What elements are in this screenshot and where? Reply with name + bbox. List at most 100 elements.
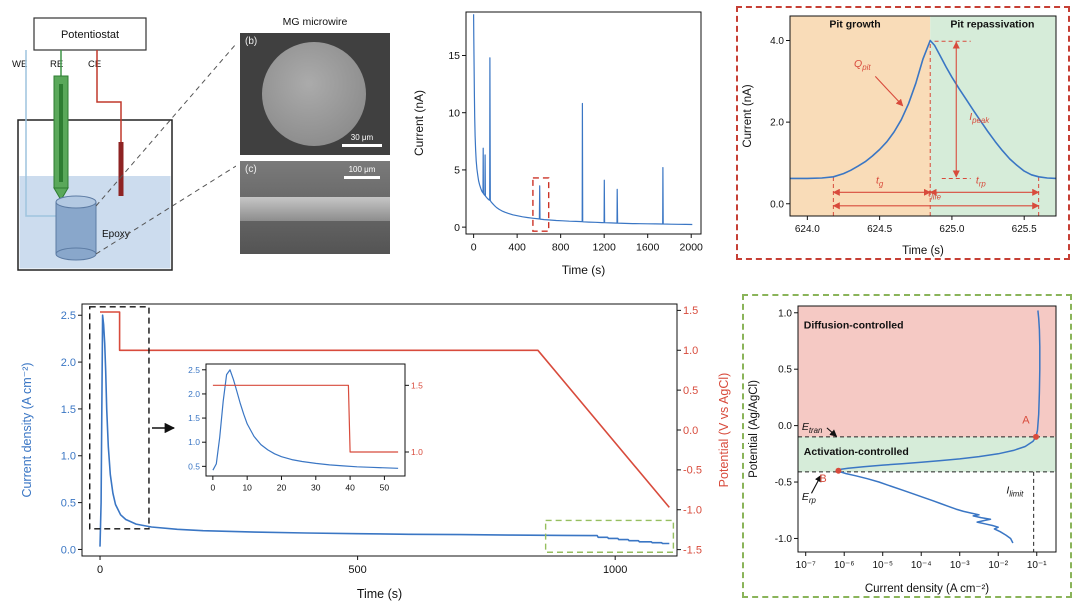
region-label-pit-growth: Pit growth [829,18,880,30]
svg-text:1600: 1600 [636,242,660,254]
repassivation-zoom-box [544,519,675,553]
pit-event-highlight-box [532,177,550,232]
svg-text:0.0: 0.0 [683,425,698,437]
panel-sem-images: MG microwire (b) 30 μm (c) 100 μm [240,16,390,256]
annotation-t-g: tg [876,174,884,188]
scale-bar-100um-label: 100 μm [348,165,376,174]
dual_axis-y-axis-label: Current density (A cm⁻²) [20,362,34,497]
annotation-e-tran: Etran [802,421,823,435]
region-pit-repassivation [930,16,1056,216]
svg-text:15: 15 [448,50,460,62]
svg-text:40: 40 [345,483,355,493]
annotation-q-pit: Qpit [854,58,871,72]
scale-bar-100um: 100 μm [344,165,380,179]
pit_zoom-plot-border [789,15,1057,217]
svg-text:10: 10 [242,483,252,493]
panel-pit-transient-zoom: 624.0 624.5 625.0 625.5 0.0 2.0 4.0 Time (s) Cur… [736,6,1070,260]
svg-text:5: 5 [454,165,460,177]
pit_zoom-x-axis-label: Time (s) [902,245,944,257]
svg-text:625.5: 625.5 [1012,224,1037,235]
polarization-x-ticks: 10⁻⁷ 10⁻⁶ 10⁻⁵ 10⁻⁴ 10⁻³ 10⁻² 10⁻¹ [796,552,1047,571]
ce-label: CE [88,59,101,70]
point-label-a: A [1022,414,1030,426]
sem-label-b: (b) [245,36,258,47]
svg-text:2.5: 2.5 [61,310,76,322]
ce-wire [96,50,122,144]
svg-text:1200: 1200 [592,242,616,254]
scale-bar-30um-label: 30 μm [350,133,374,143]
svg-text:-1.0: -1.0 [775,534,793,545]
panel-potentiostatic-dual-axis: 0 500 1000 0.0 0.5 1.0 1.5 2.0 2.5 -1.5 -1.0 -0.5 0.… [18,292,733,604]
svg-text:0.5: 0.5 [61,497,76,509]
polarization-y-axis-label: Potential (Ag/AgCl) [748,380,760,478]
annotation-t-rp: trp [976,174,987,188]
inset-y2-ticks: 1.0 1.5 [405,380,423,457]
sem-image-cross-section: (b) 30 μm [240,33,390,155]
svg-text:50: 50 [380,483,390,493]
inset-y-ticks: 0.5 1.0 1.5 2.0 2.5 [188,365,206,471]
svg-text:1.5: 1.5 [411,380,423,390]
sem-label-c: (c) [245,164,257,175]
svg-text:20: 20 [277,483,287,493]
dual-axis-inset-chart: 0 10 20 30 40 50 0.5 1.0 1.5 2.0 2.5 1.0 1.5 [188,363,423,493]
pit_zoom-y-axis-label: Current (nA) [742,84,754,147]
dual_axis-y2-axis-label: Potential (V vs AgCl) [717,373,731,488]
microwire-side-view [240,197,390,221]
svg-text:2.0: 2.0 [770,118,784,129]
svg-text:0.5: 0.5 [683,385,698,397]
reference-electrode-core [59,84,63,182]
we-wire [25,50,56,217]
svg-text:-0.5: -0.5 [775,478,793,489]
svg-text:2.5: 2.5 [188,365,200,375]
svg-text:30: 30 [311,483,321,493]
transients-plot-border [465,11,702,235]
svg-text:10: 10 [448,107,460,119]
pit_zoom-x-ticks: 624.0 624.5 625.0 625.5 [795,216,1037,235]
region-pit-growth [790,16,931,216]
reference-electrode-tip [53,187,69,201]
annotation-arrow-e-rp [810,474,822,494]
svg-text:800: 800 [552,242,570,254]
transients-y-ticks: 0 5 10 15 [448,50,466,234]
sem-image-side-view: (c) 100 μm [240,161,390,254]
dual_axis-x-ticks: 0 500 1000 [97,556,627,576]
epoxy-mount-top [55,195,97,209]
transients-x-ticks: 0 400 800 1200 1600 2000 [471,234,703,254]
svg-text:2000: 2000 [680,242,704,254]
svg-text:1.5: 1.5 [61,404,76,416]
panel-current-transients-chart: 0 400 800 1200 1600 2000 0 5 10 15 Time (s) Current… [412,11,703,277]
svg-text:624.0: 624.0 [795,224,820,235]
series-current-density [99,314,670,547]
polarization-y-ticks: -1.0 -0.5 0.0 0.5 1.0 [775,308,798,545]
pit_zoom-y-ticks: 0.0 2.0 4.0 [770,36,790,210]
region-label-pit-repassivation: Pit repassivation [950,18,1034,30]
svg-text:10⁻⁷: 10⁻⁷ [796,560,816,571]
dual_axis-x-axis-label: Time (s) [357,587,402,601]
scale-bar-30um-bar [342,144,382,147]
svg-text:1.0: 1.0 [683,345,698,357]
svg-text:1.5: 1.5 [188,413,200,423]
svg-text:624.5: 624.5 [867,224,892,235]
svg-text:2.0: 2.0 [61,357,76,369]
polarization-plot-border [797,305,1057,553]
point-marker-a [1032,433,1039,440]
series-current-transients [473,14,693,226]
svg-text:0: 0 [210,483,215,493]
region-diffusion-controlled [798,306,1056,437]
epoxy-mount-bottom [55,247,97,261]
transients-y-axis-label: Current (nA) [412,90,426,156]
annotation-t-life: tlife [928,187,942,201]
svg-text:0: 0 [454,222,460,234]
svg-text:2.0: 2.0 [188,389,200,399]
point-marker-b [835,467,842,474]
zoom-connector-bottom [95,165,236,255]
svg-text:0.5: 0.5 [188,461,200,471]
annotation-i-limit: Ilimit [1006,484,1024,498]
epoxy-mount-body [55,201,97,255]
svg-text:625.0: 625.0 [939,224,964,235]
region-label-activation-controlled: Activation-controlled [804,446,909,458]
epoxy-label: Epoxy [102,229,130,240]
series-applied-potential [100,311,670,508]
svg-text:0.5: 0.5 [778,365,792,376]
